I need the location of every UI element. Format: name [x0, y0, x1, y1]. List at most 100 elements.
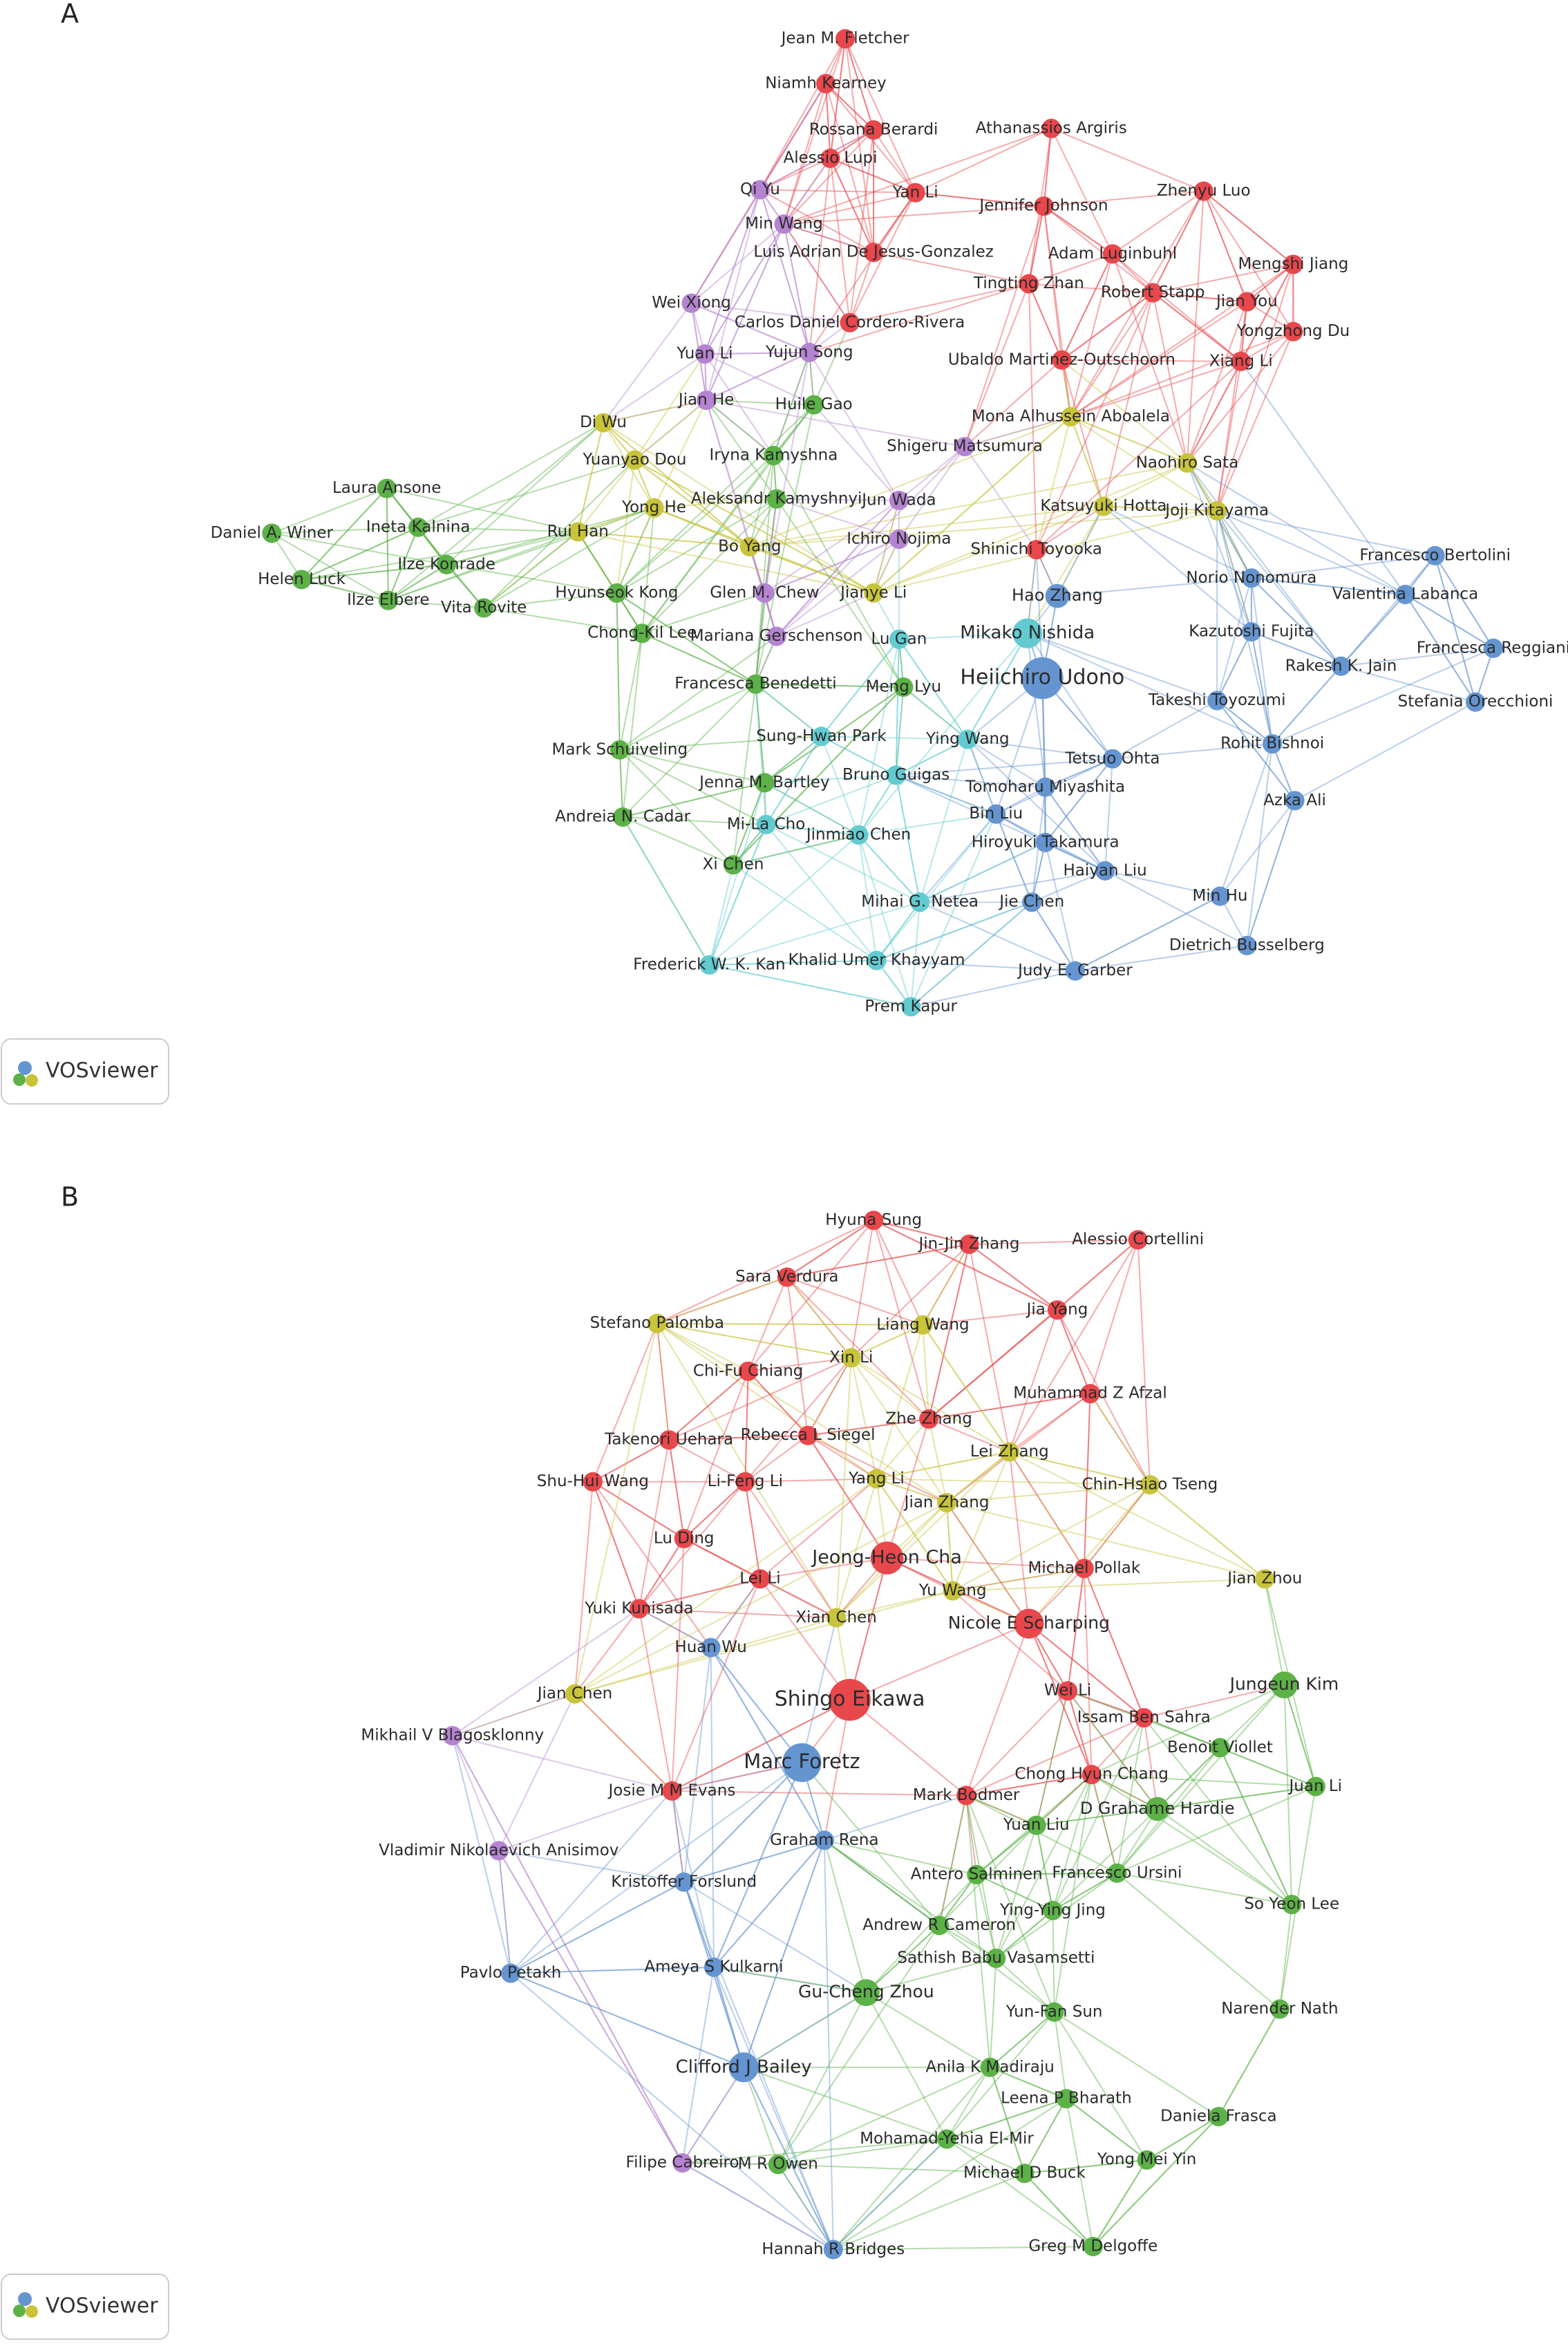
node-label: Yuanyao Dou	[582, 451, 686, 469]
node	[829, 1678, 871, 1721]
edge	[873, 1220, 930, 1420]
edge	[759, 38, 846, 190]
node	[814, 1830, 834, 1850]
node-label: Jian He	[677, 391, 735, 409]
edge	[1251, 554, 1435, 579]
node	[672, 2153, 692, 2173]
edge	[1045, 758, 1113, 788]
edge	[1052, 1872, 1117, 1911]
edge	[967, 738, 1106, 872]
node	[1044, 2002, 1064, 2022]
edge	[387, 527, 419, 601]
edge	[1045, 841, 1106, 872]
edge	[1023, 2173, 1094, 2247]
node-label: Hannah R Bridges	[762, 2240, 905, 2258]
node	[1128, 1230, 1148, 1250]
node-label: Haiyan Liu	[1064, 861, 1147, 879]
node	[1052, 350, 1072, 370]
node-label: Ameya S Kulkarni	[644, 1958, 783, 1976]
edge	[910, 970, 1076, 1008]
node	[262, 523, 282, 543]
edge	[777, 1992, 867, 2165]
edge	[498, 1850, 683, 2164]
edge	[876, 1478, 947, 1503]
edge	[1157, 1785, 1316, 1810]
edge	[824, 1839, 977, 1875]
edge	[829, 158, 875, 253]
edge	[1057, 1309, 1151, 1485]
node-label: Laura Ansone	[332, 479, 441, 497]
node	[864, 583, 884, 603]
edge	[1216, 510, 1252, 579]
edge	[622, 782, 765, 818]
edge	[851, 1324, 923, 1359]
edge	[1075, 944, 1247, 972]
edge	[820, 639, 900, 737]
node-label: Mark Schuiveling	[552, 740, 688, 758]
edge	[1061, 253, 1113, 361]
edge	[1264, 1578, 1285, 1685]
edge	[765, 824, 878, 962]
edge	[1250, 578, 1274, 744]
edge	[833, 2067, 991, 2251]
node	[1425, 545, 1445, 565]
edge	[786, 1276, 852, 1358]
edge	[683, 1762, 803, 1883]
edge	[1044, 842, 1076, 971]
edge	[759, 158, 831, 191]
edge	[898, 632, 1028, 640]
node	[613, 807, 633, 827]
edge	[995, 1910, 1054, 1959]
edge	[866, 1958, 996, 1994]
node	[958, 729, 978, 749]
edge	[1246, 263, 1294, 303]
edge	[1036, 1774, 1093, 1826]
edge	[1152, 191, 1205, 293]
edge	[786, 1276, 852, 1358]
edge	[1070, 360, 1242, 418]
edge	[928, 1244, 970, 1420]
edge	[301, 563, 447, 581]
node	[1061, 406, 1081, 426]
edge	[784, 191, 916, 225]
node	[768, 2155, 788, 2175]
edge	[1075, 895, 1220, 972]
edge	[1434, 555, 1476, 702]
edge	[873, 416, 1072, 594]
edge	[964, 415, 1071, 448]
node-label: Antero Salminen	[911, 1865, 1043, 1883]
edge	[1103, 505, 1252, 632]
edge	[616, 460, 636, 594]
edge	[483, 607, 643, 635]
edge	[638, 1609, 673, 1792]
edge	[1036, 505, 1104, 551]
edge	[876, 1478, 954, 1591]
edge	[938, 1874, 978, 1926]
node-label: Yuan Li	[676, 345, 733, 363]
edge	[681, 2067, 744, 2164]
node-label: Helen Luck	[258, 570, 346, 588]
edge	[1057, 1309, 1091, 1394]
node	[1285, 791, 1305, 811]
edge	[1116, 1717, 1145, 1874]
edge	[786, 1219, 874, 1278]
edge	[967, 738, 1046, 788]
edge	[850, 1357, 947, 1503]
edge	[915, 127, 1052, 194]
edge	[976, 1874, 1053, 1911]
edge	[603, 400, 707, 424]
edge	[968, 1244, 1010, 1452]
edge	[1057, 577, 1251, 597]
node-label: Sung-Hwan Park	[756, 727, 887, 745]
edge	[748, 455, 775, 547]
edge	[1251, 577, 1342, 667]
edge	[446, 507, 654, 565]
edge	[483, 459, 636, 609]
edge	[946, 1451, 1010, 1503]
node	[292, 570, 312, 590]
edge	[1187, 361, 1242, 464]
edge	[773, 455, 905, 688]
node-label: Ying Wang	[925, 730, 1010, 748]
edge	[1009, 1451, 1151, 1485]
edge	[820, 735, 860, 836]
